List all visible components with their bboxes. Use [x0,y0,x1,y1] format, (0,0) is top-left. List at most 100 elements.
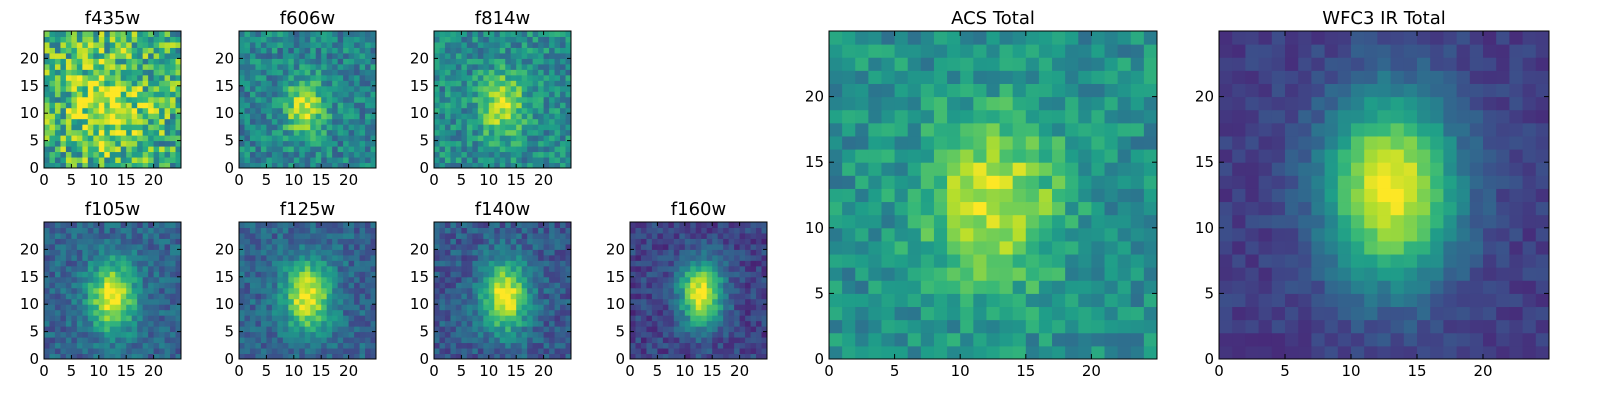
heatmap-cell [244,353,251,360]
heatmap-cell [554,254,561,261]
heatmap-cell [494,135,501,142]
heatmap-cell [71,232,78,239]
heatmap-cell [170,227,177,234]
heatmap-cell [315,348,322,355]
heatmap-cell [60,41,67,48]
heatmap-cell [756,293,763,300]
heatmap-cell [538,74,545,81]
heatmap-cell [855,240,869,255]
heatmap-cell [565,298,572,305]
heatmap-cell [370,36,377,43]
heatmap-cell [282,331,289,338]
heatmap-cell [549,222,556,228]
heatmap-cell [434,260,440,267]
heatmap-cell [527,315,534,322]
heatmap-cell [494,304,501,311]
heatmap-cell [894,293,909,308]
heatmap-cell [472,129,479,136]
x-tick-label: 5 [653,362,663,380]
heatmap-cell [986,293,1001,308]
heatmap-cell [315,298,322,305]
heatmap-cell [93,287,100,294]
x-tick-label: 0 [39,362,49,380]
heatmap-cell [483,348,490,355]
heatmap-cell [131,162,138,169]
heatmap-cell [477,232,484,239]
heatmap-cell [565,238,572,245]
heatmap-cell [1091,201,1106,216]
heatmap-cell [657,287,664,294]
heatmap-cell [304,348,311,355]
heatmap-cell [505,118,512,125]
heatmap-cell [239,326,245,333]
heatmap-cell [315,276,322,283]
heatmap-cell [532,265,539,272]
heatmap-cell [472,80,479,87]
heatmap-cell [54,118,61,125]
heatmap-cell [434,249,440,256]
heatmap-cell [60,238,67,245]
heatmap-cell [1143,201,1158,216]
heatmap-cell [370,74,377,81]
heatmap-cell [288,69,295,76]
heatmap-cell [49,254,56,261]
heatmap-cell [461,265,468,272]
heatmap-cell [668,348,675,355]
heatmap-cell [483,326,490,333]
heatmap-cell [244,140,251,147]
heatmap-cell [829,201,843,216]
heatmap-cell [894,201,909,216]
heatmap-cell [332,52,339,59]
heatmap-cell [434,342,440,349]
heatmap-cell [510,107,517,114]
heatmap-cell [1038,293,1053,308]
heatmap-cell [695,309,702,316]
heatmap-cell [260,282,267,289]
heatmap-cell [170,320,177,327]
heatmap-cell [288,342,295,349]
heatmap-cell [359,315,366,322]
heatmap-cell [527,58,534,65]
heatmap-cell [98,326,105,333]
heatmap-cell [370,118,377,125]
heatmap-cell [326,31,333,37]
heatmap-cell [549,91,556,98]
heatmap-cell [271,58,278,65]
heatmap-cell [359,41,366,48]
heatmap-cell [164,41,171,48]
heatmap-cell [343,309,350,316]
heatmap-cell [65,260,72,267]
heatmap-cell [244,129,251,136]
heatmap-cell [532,47,539,54]
heatmap-cell [472,265,479,272]
heatmap-cell [630,337,636,344]
heatmap-cell [499,265,506,272]
heatmap-cell [244,238,251,245]
heatmap-cell [44,222,50,228]
heatmap-cell [98,260,105,267]
heatmap-cell [920,319,935,334]
heatmap-cell [115,222,122,228]
heatmap-cell [288,271,295,278]
heatmap-cell [359,348,366,355]
heatmap-cell [249,309,256,316]
heatmap-cell [494,36,501,43]
heatmap-cell [527,140,534,147]
heatmap-cell [271,162,278,169]
heatmap-cell [277,31,284,37]
heatmap-cell [148,315,155,322]
heatmap-cell [348,342,355,349]
heatmap-cell [175,74,182,81]
heatmap-cell [315,140,322,147]
heatmap-cell [44,113,50,120]
heatmap-cell [483,271,490,278]
heatmap-cell [635,348,642,355]
heatmap-cell [483,309,490,316]
heatmap-cell [450,102,457,109]
heatmap-cell [288,304,295,311]
heatmap-cell [728,320,735,327]
heatmap-cell [65,309,72,316]
heatmap-cell [1117,267,1132,281]
heatmap-cell [271,113,278,120]
